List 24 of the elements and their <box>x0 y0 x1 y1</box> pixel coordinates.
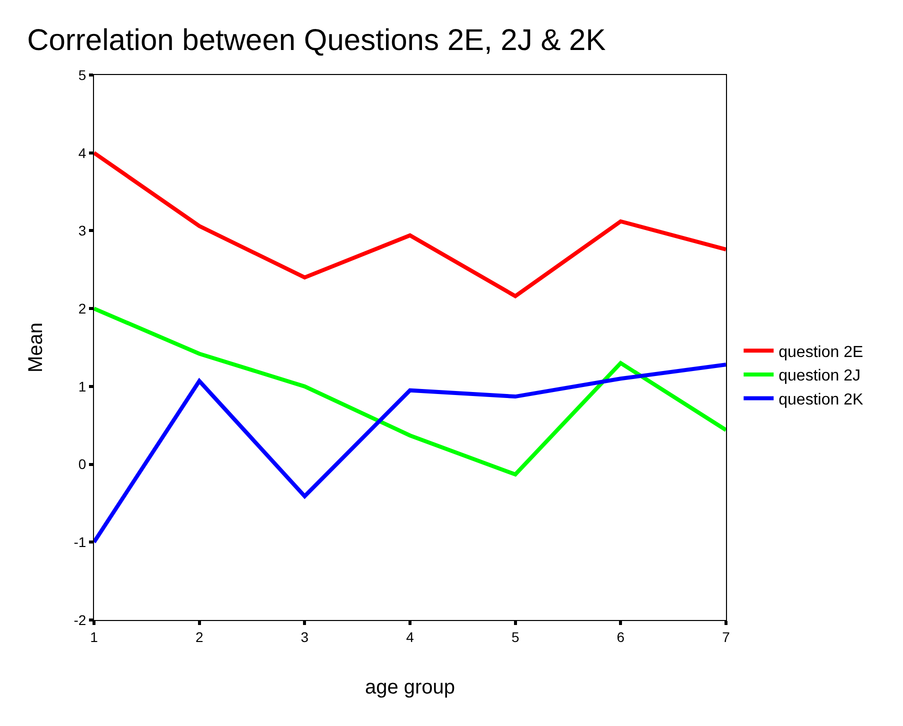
y-axis-title: Mean <box>25 322 48 373</box>
legend-label: question 2E <box>778 344 864 361</box>
legend-label: question 2K <box>778 391 864 408</box>
x-tick-label: 7 <box>722 628 730 645</box>
x-axis-title: age group <box>364 676 456 698</box>
line-series <box>94 150 726 298</box>
y-tick-label: 0 <box>78 456 86 472</box>
y-tick-label: 1 <box>78 378 86 394</box>
y-tick-label: 4 <box>78 144 86 161</box>
x-tick-label: 2 <box>195 628 204 645</box>
x-tick-label: 6 <box>616 628 625 645</box>
x-tick-label: 3 <box>300 628 309 645</box>
x-tick-label: 5 <box>511 628 520 645</box>
y-tick-label: 2 <box>78 300 86 316</box>
x-tick-label: 4 <box>406 628 414 645</box>
y-tick-label: -1 <box>74 534 86 550</box>
x-tick-label: 1 <box>90 628 98 645</box>
y-tick-label: 3 <box>78 222 86 239</box>
chart-title: Correlation between Questions 2E, 2J & 2K <box>27 24 606 58</box>
legend-label: question 2J <box>778 368 860 385</box>
line-series <box>94 362 726 544</box>
y-tick-label: 5 <box>78 66 86 83</box>
y-tick-label: -2 <box>74 612 86 628</box>
line-series <box>94 306 726 476</box>
